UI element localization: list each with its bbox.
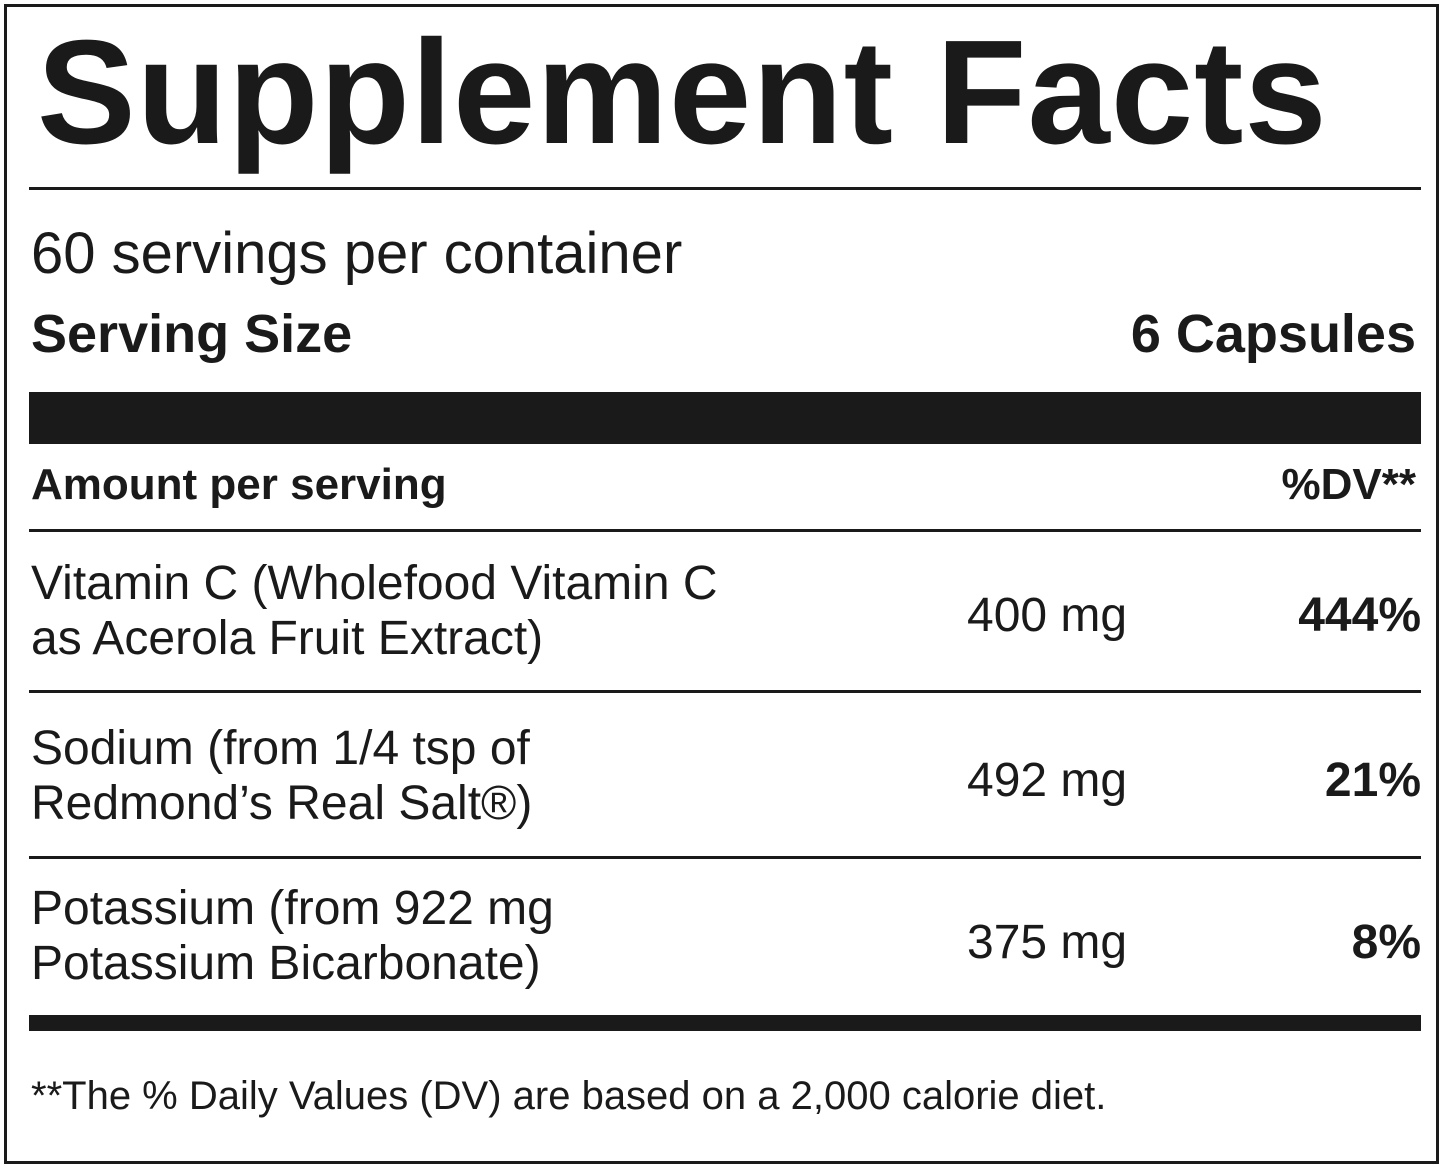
footer-divider-bar: [29, 1015, 1421, 1031]
nutrient-dv: 444%: [1298, 589, 1421, 642]
nutrient-dv: 21%: [1324, 754, 1421, 807]
supplement-facts-panel: Supplement Facts 60 servings per contain…: [4, 4, 1439, 1164]
servings-per-container: 60 servings per container: [31, 221, 683, 286]
nutrient-amount: 492 mg: [967, 754, 1128, 807]
nutrient-name-line2: Redmond’s Real Salt®): [31, 777, 533, 830]
serving-size-label: Serving Size: [31, 304, 353, 364]
nutrient-amount: 400 mg: [967, 589, 1128, 642]
nutrient-name: Potassium (from 922 mg Potassium Bicarbo…: [31, 881, 911, 991]
nutrient-amount: 375 mg: [967, 916, 1128, 969]
nutrient-row-vitamin-c: Vitamin C (Wholefood Vitamin C as Acerol…: [29, 556, 1421, 676]
row-divider: [29, 690, 1421, 693]
nutrient-name-line1: Sodium (from 1/4 tsp of: [31, 722, 530, 775]
nutrient-row-sodium: Sodium (from 1/4 tsp of Redmond’s Real S…: [29, 721, 1421, 841]
label-title: Supplement Facts: [37, 10, 1328, 175]
nutrient-name-line1: Vitamin C (Wholefood Vitamin C: [31, 557, 718, 610]
nutrient-row-potassium: Potassium (from 922 mg Potassium Bicarbo…: [29, 881, 1421, 1001]
nutrient-name-line1: Potassium (from 922 mg: [31, 882, 554, 935]
daily-value-header: %DV**: [1281, 460, 1417, 509]
header-divider: [29, 529, 1421, 532]
daily-value-footnote: **The % Daily Values (DV) are based on a…: [31, 1074, 1107, 1118]
nutrient-dv: 8%: [1351, 916, 1421, 969]
amount-per-serving-header: Amount per serving: [31, 460, 447, 509]
nutrient-name: Vitamin C (Wholefood Vitamin C as Acerol…: [31, 556, 911, 666]
nutrient-name-line2: as Acerola Fruit Extract): [31, 612, 544, 665]
nutrient-name-line2: Potassium Bicarbonate): [31, 937, 541, 990]
row-divider: [29, 856, 1421, 859]
nutrient-name: Sodium (from 1/4 tsp of Redmond’s Real S…: [31, 721, 911, 831]
serving-divider-bar: [29, 392, 1421, 444]
serving-size-value: 6 Capsules: [1130, 304, 1416, 364]
title-divider: [29, 187, 1421, 190]
